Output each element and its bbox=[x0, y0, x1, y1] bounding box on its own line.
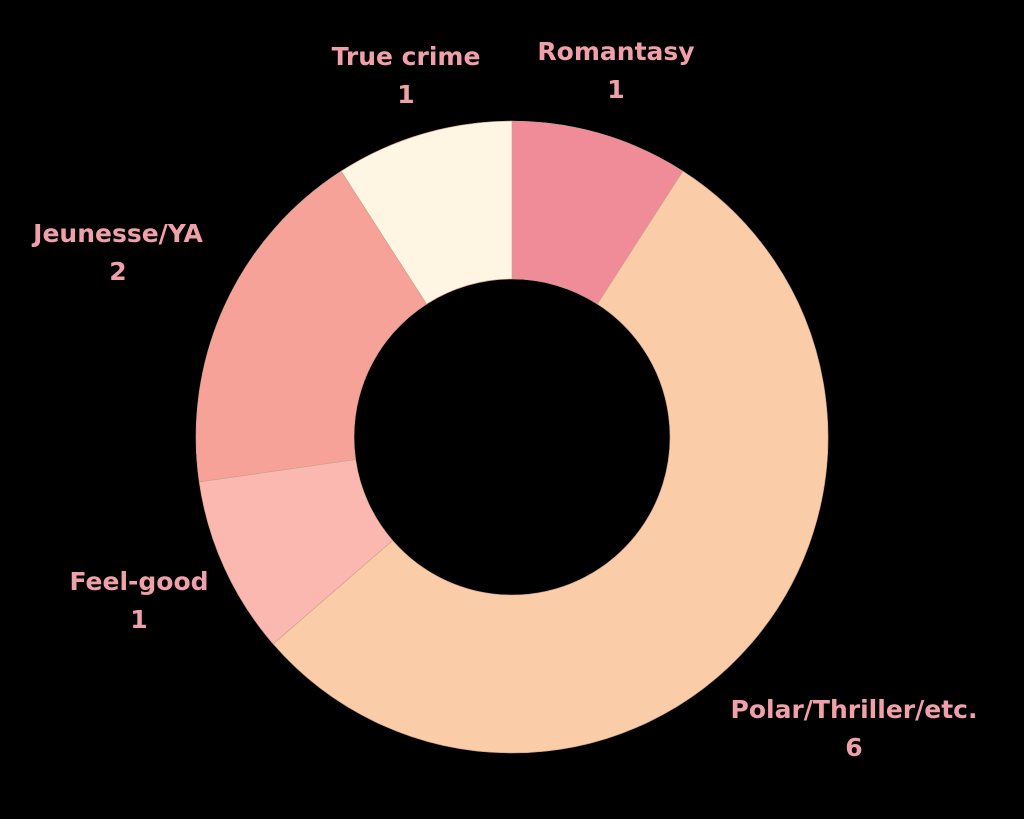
slice-true-crime bbox=[340, 120, 513, 305]
labels-group: Romantasy 1 Polar/Thriller/etc. 6 Feel-good 1… bbox=[31, 37, 977, 762]
slice-value-romantasy: 1 bbox=[607, 75, 624, 104]
slice-jeunesse-ya bbox=[195, 170, 427, 483]
slice-label-polar-thriller-etc: Polar/Thriller/etc. bbox=[731, 695, 978, 724]
slices-group bbox=[195, 120, 829, 754]
slice-polar-thriller-etc bbox=[272, 170, 829, 754]
slice-value-polar-thriller-etc: 6 bbox=[845, 733, 862, 762]
slice-label-jeunesse-ya: Jeunesse/YA bbox=[31, 219, 203, 248]
slice-value-true-crime: 1 bbox=[397, 80, 414, 109]
slice-label-true-crime: True crime bbox=[332, 42, 481, 71]
slice-value-feel-good: 1 bbox=[130, 605, 147, 634]
slice-value-jeunesse-ya: 2 bbox=[109, 257, 126, 286]
slice-label-feel-good: Feel-good bbox=[69, 567, 208, 596]
slice-label-romantasy: Romantasy bbox=[537, 37, 694, 66]
